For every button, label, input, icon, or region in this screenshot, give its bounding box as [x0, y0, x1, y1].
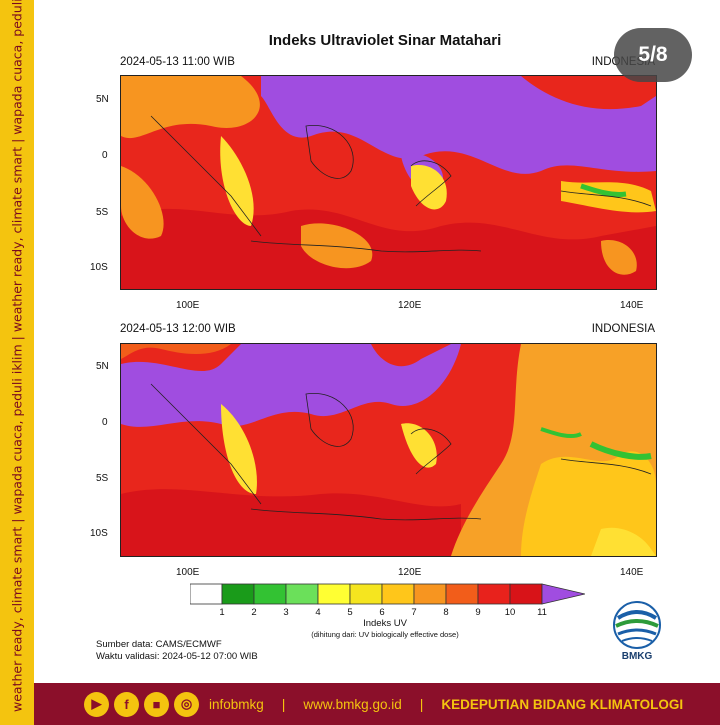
colorbar-tick-label: 3: [283, 607, 289, 618]
uv-map-2-graphic: [121, 344, 656, 556]
colorbar-subtitle: (dihitung dari: UV biologically effectiv…: [311, 630, 459, 639]
lon-label-140e-2: 140E: [620, 567, 644, 578]
colorbar-cell: [445, 583, 479, 605]
lat-label-0-2: 0: [102, 417, 108, 428]
lon-label-100e-2: 100E: [176, 567, 200, 578]
lon-label-140e-1: 140E: [620, 300, 644, 311]
bmkg-logo-icon: [613, 601, 661, 649]
lon-label-120e-2: 120E: [398, 567, 422, 578]
footer-bar: ▶ f ■ ◎ infobmkg | www.bmkg.go.id | KEDE…: [34, 683, 720, 725]
video-icon[interactable]: ■: [144, 691, 169, 717]
social-handle[interactable]: infobmkg: [209, 696, 264, 712]
source-info: Sumber data: CAMS/ECMWF Waktu validasi: …: [96, 639, 258, 663]
colorbar-cell: [285, 583, 319, 605]
youtube-icon[interactable]: ▶: [84, 691, 109, 717]
colorbar-tick-label: 11: [537, 607, 547, 618]
colorbar-tick-label: 7: [411, 607, 417, 618]
footer-separator-2: |: [419, 696, 424, 712]
colorbar-tick-label: 6: [379, 607, 385, 618]
page-title: Indeks Ultraviolet Sinar Matahari: [268, 32, 502, 49]
uv-colorbar: [190, 583, 585, 605]
lon-label-100e-1: 100E: [176, 300, 200, 311]
colorbar-title: Indeks UV: [363, 618, 407, 629]
colorbar-cell: [221, 583, 255, 605]
bmkg-logo-text: BMKG: [621, 651, 653, 662]
source-data: Sumber data: CAMS/ECMWF: [96, 639, 222, 650]
validation-time: Waktu validasi: 2024-05-12 07:00 WIB: [96, 651, 258, 662]
colorbar-cell: [509, 583, 543, 605]
colorbar-cell: [253, 583, 287, 605]
instagram-icon[interactable]: ◎: [174, 691, 199, 717]
side-banner: weather ready, climate smart | wapada cu…: [0, 0, 34, 725]
panel-1-date: 2024-05-13 11:00 WIB: [120, 56, 235, 68]
facebook-icon[interactable]: f: [114, 691, 139, 717]
uv-map-panel-2: [120, 343, 657, 557]
side-banner-text: weather ready, climate smart | wapada cu…: [9, 0, 25, 712]
colorbar-tick-label: 1: [219, 607, 225, 618]
lon-label-120e-1: 120E: [398, 300, 422, 311]
colorbar-cell: [413, 583, 447, 605]
department-name: KEDEPUTIAN BIDANG KLIMATOLOGI: [441, 696, 684, 712]
panel-2-region: INDONESIA: [591, 323, 655, 335]
website-link[interactable]: www.bmkg.go.id: [303, 696, 402, 712]
lat-label-0-1: 0: [102, 150, 108, 161]
colorbar-tick-label: 5: [347, 607, 353, 618]
uv-map-panel-1: [120, 75, 657, 290]
colorbar-tick-label: 2: [251, 607, 257, 618]
panel-2-date: 2024-05-13 12:00 WIB: [120, 323, 236, 335]
lat-label-10s-2: 10S: [90, 528, 108, 539]
colorbar-cell: [477, 583, 511, 605]
lat-label-10s-1: 10S: [90, 262, 108, 273]
lat-label-5s-2: 5S: [96, 473, 109, 484]
page-indicator: 5/8: [614, 28, 692, 82]
colorbar-tick-label: 4: [315, 607, 321, 618]
lat-label-5n-1: 5N: [96, 94, 109, 105]
colorbar-cell: [381, 583, 415, 605]
colorbar-arrow: [541, 583, 585, 605]
footer-separator-1: |: [281, 696, 286, 712]
colorbar-cell: [190, 583, 223, 605]
lat-label-5s-1: 5S: [96, 207, 109, 218]
colorbar-tick-label: 10: [504, 607, 516, 618]
colorbar-cell: [349, 583, 383, 605]
uv-map-1-graphic: [121, 76, 656, 289]
colorbar-cell: [317, 583, 351, 605]
colorbar-tick-label: 9: [475, 607, 481, 618]
colorbar-tick-label: 8: [443, 607, 449, 618]
lat-label-5n-2: 5N: [96, 361, 109, 372]
